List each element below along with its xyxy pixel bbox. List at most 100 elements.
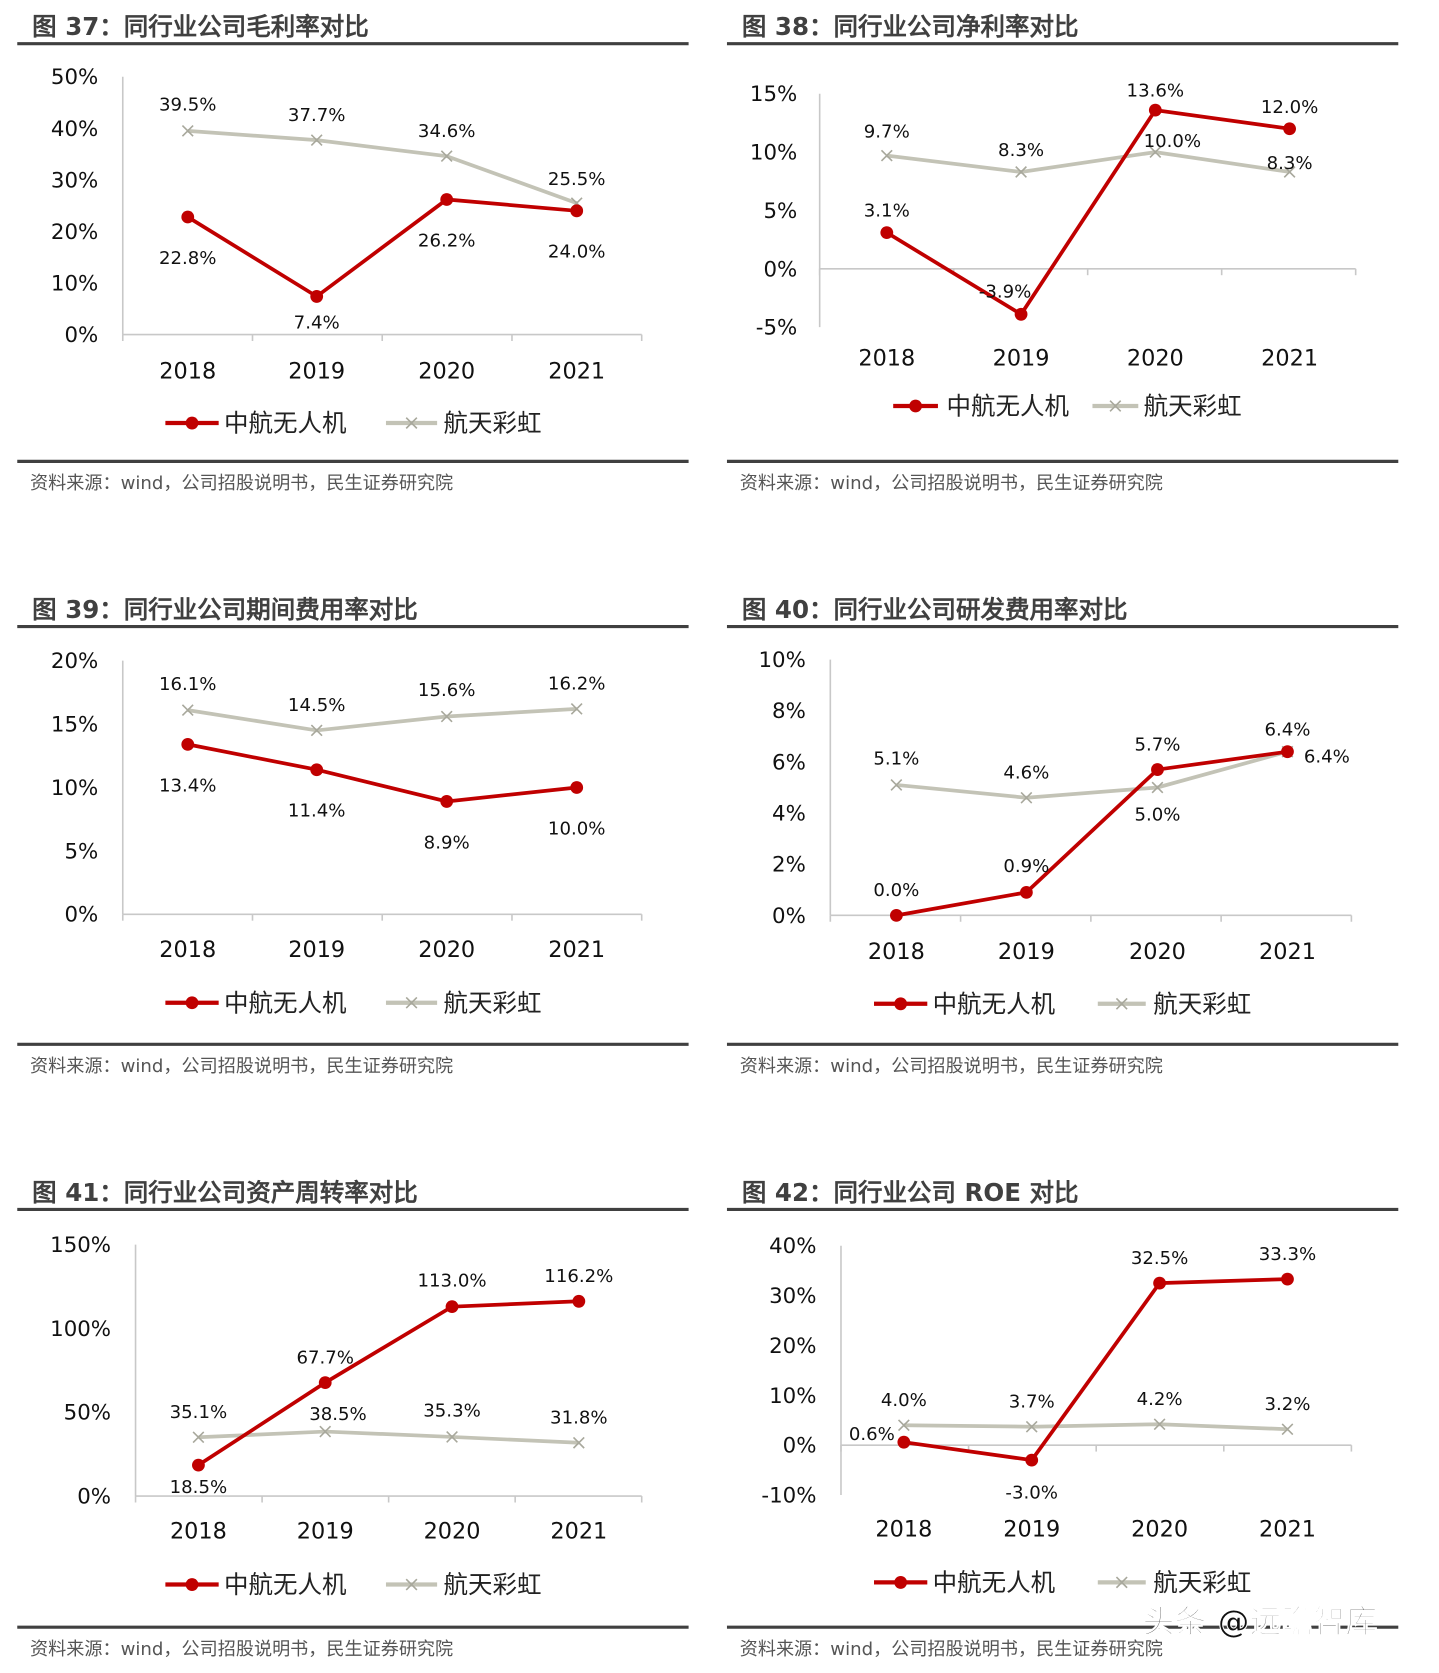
series-line-zhonghang	[197, 1299, 579, 1467]
data-point-zhonghang	[1281, 1272, 1294, 1286]
legend-label-zhonghang: 中航无人机	[946, 392, 1069, 421]
data-label: 14.5%	[288, 695, 346, 716]
data-label: 24.0%	[548, 242, 606, 263]
y-tick-label: 0%	[783, 1434, 817, 1459]
data-point-hangtian	[1149, 146, 1162, 159]
data-point-hangtian	[440, 150, 453, 163]
chart-panel-37: 图 37：同行业公司毛利率对比资料来源：wind，公司招股说明书，民生证券研究院…	[17, 12, 689, 494]
y-tick-label: 10%	[750, 141, 797, 166]
legend-label-hangtian: 航天彩虹	[1153, 1568, 1251, 1597]
legend-marker-hangtian	[405, 1578, 418, 1591]
data-label: 8.9%	[424, 832, 470, 853]
y-tick-label: 30%	[769, 1284, 816, 1309]
x-tick-label: 2018	[858, 346, 915, 372]
data-label: 25.5%	[548, 169, 606, 190]
series-line-hangtian	[903, 1422, 1288, 1432]
x-tick-label: 2020	[1129, 939, 1186, 965]
data-label: 3.7%	[1009, 1392, 1055, 1413]
legend-marker-hangtian	[1115, 1576, 1128, 1589]
legend: 中航无人机 航天彩虹	[165, 988, 542, 1017]
chart-title: 图 38：同行业公司净利率对比	[742, 12, 1079, 41]
source-note: 资料来源：wind，公司招股说明书，民生证券研究院	[740, 1056, 1163, 1077]
x-tick-label: 2019	[998, 939, 1055, 965]
y-tick-label: 15%	[750, 82, 797, 107]
y-tick-label: 0%	[64, 903, 98, 928]
x-tick-label: 2019	[993, 346, 1050, 372]
chart-title: 图 41：同行业公司资产周转率对比	[32, 1178, 418, 1207]
x-tick-label: 2021	[1259, 939, 1316, 965]
data-label: 8.3%	[1267, 153, 1313, 174]
data-label: 113.0%	[418, 1270, 487, 1291]
data-label: 8.3%	[998, 140, 1044, 161]
data-label: 10.0%	[548, 818, 606, 839]
data-label: 35.1%	[170, 1402, 228, 1423]
x-tick-label: 2018	[159, 937, 216, 963]
data-label: 22.8%	[159, 248, 217, 269]
data-label: 26.2%	[418, 230, 476, 251]
data-point-zhonghang	[192, 1458, 205, 1472]
data-label: 9.7%	[864, 122, 910, 143]
source-note: 资料来源：wind，公司招股说明书，民生证券研究院	[740, 1639, 1163, 1660]
data-point-zhonghang	[310, 763, 324, 777]
data-label: 6.4%	[1264, 720, 1310, 741]
y-tick-label: 0%	[763, 257, 797, 282]
data-label: 10.0%	[1144, 131, 1202, 152]
data-point-zhonghang	[310, 290, 324, 303]
source-note: 资料来源：wind，公司招股说明书，民生证券研究院	[30, 473, 453, 494]
legend: 中航无人机 航天彩虹	[874, 1568, 1251, 1597]
data-point-hangtian	[570, 702, 583, 715]
data-label: 5.0%	[1134, 805, 1180, 826]
data-point-hangtian	[310, 724, 323, 737]
series-line-hangtian	[886, 150, 1290, 174]
data-point-zhonghang	[445, 1300, 459, 1314]
data-label: 32.5%	[1131, 1248, 1189, 1269]
series-line-zhonghang	[903, 1277, 1288, 1463]
y-tick-label: 0%	[772, 904, 806, 929]
legend-marker-hangtian	[405, 996, 418, 1009]
data-point-hangtian	[1025, 1420, 1038, 1433]
data-point-hangtian	[440, 710, 453, 723]
data-point-hangtian	[310, 134, 323, 147]
data-label: 6.4%	[1304, 746, 1350, 767]
chart-panel-38: 图 38：同行业公司净利率对比资料来源：wind，公司招股说明书，民生证券研究院…	[726, 12, 1399, 494]
data-point-zhonghang	[572, 1294, 586, 1308]
source-note: 资料来源：wind，公司招股说明书，民生证券研究院	[740, 473, 1163, 494]
data-point-zhonghang	[897, 1435, 911, 1449]
data-point-hangtian	[890, 779, 903, 791]
data-label: 31.8%	[550, 1408, 608, 1429]
y-tick-label: 20%	[769, 1334, 816, 1359]
legend-marker-zhonghang	[894, 1576, 908, 1589]
x-tick-label: 2019	[1003, 1517, 1060, 1543]
legend-label-hangtian: 航天彩虹	[444, 409, 542, 438]
legend-label-zhonghang: 中航无人机	[933, 989, 1056, 1018]
chart-title: 图 40：同行业公司研发费用率对比	[742, 595, 1128, 624]
chart-panel-39: 图 39：同行业公司期间费用率对比资料来源：wind，公司招股说明书，民生证券研…	[17, 595, 689, 1077]
data-point-zhonghang	[1283, 122, 1296, 136]
legend: 中航无人机 航天彩虹	[165, 1570, 542, 1599]
x-tick-label: 2021	[548, 937, 605, 963]
data-point-zhonghang	[1151, 763, 1164, 776]
y-tick-label: -10%	[761, 1484, 816, 1509]
y-tick-label: 100%	[50, 1317, 111, 1342]
x-tick-label: 2020	[418, 937, 475, 963]
x-tick-label: 2020	[424, 1519, 481, 1545]
x-tick-label: 2019	[297, 1519, 354, 1545]
data-label: 37.7%	[288, 105, 346, 126]
data-point-zhonghang	[570, 781, 584, 794]
chart-panel-42: 图 42：同行业公司 ROE 对比资料来源：wind，公司招股说明书，民生证券研…	[726, 1178, 1399, 1660]
y-tick-label: 20%	[51, 220, 98, 245]
data-label: 5.1%	[873, 749, 919, 770]
x-tick-label: 2018	[170, 1519, 227, 1545]
y-tick-label: 6%	[772, 750, 806, 775]
y-tick-label: -5%	[756, 316, 797, 341]
data-point-zhonghang	[1281, 745, 1294, 759]
series-line-hangtian	[896, 749, 1288, 800]
data-point-hangtian	[1281, 1423, 1294, 1436]
data-label: 4.0%	[881, 1390, 927, 1411]
data-label: 7.4%	[294, 312, 340, 333]
legend-marker-zhonghang	[185, 416, 199, 430]
data-label: 13.4%	[159, 775, 217, 796]
x-tick-label: 2018	[875, 1517, 932, 1543]
legend-marker-zhonghang	[894, 997, 908, 1011]
data-point-zhonghang	[181, 210, 195, 224]
